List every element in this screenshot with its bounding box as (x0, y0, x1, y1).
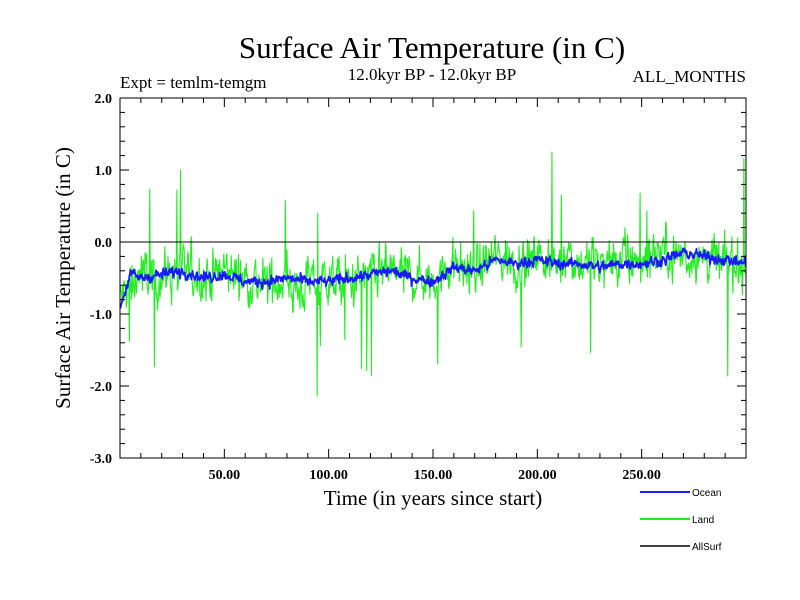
legend-land-label: Land (692, 515, 714, 526)
x-axis: 50.00 100.00 150.00 200.00 250.00 (119, 98, 747, 483)
legend-allsurf-label: AllSurf (692, 542, 722, 553)
chart-subtitle: 12.0kyr BP - 12.0kyr BP (348, 65, 516, 84)
x-tick-label: 50.00 (209, 468, 241, 483)
y-tick-label: -2.0 (90, 380, 112, 395)
plot-area (120, 151, 746, 397)
chart-title: Surface Air Temperature (in C) (239, 30, 625, 65)
legend: Ocean Land AllSurf (640, 488, 722, 553)
y-tick-label: -3.0 (90, 452, 112, 467)
y-tick-label: 2.0 (95, 92, 113, 107)
experiment-note: Expt = temlm-temgm (120, 73, 267, 92)
x-tick-label: 200.00 (518, 468, 557, 483)
x-tick-label: 250.00 (622, 468, 661, 483)
y-tick-label: 0.0 (95, 236, 113, 251)
y-tick-label: -1.0 (90, 308, 112, 323)
y-axis: 2.0 1.0 0.0 -1.0 -2.0 -3.0 (90, 92, 746, 467)
y-tick-label: 1.0 (95, 164, 113, 179)
legend-ocean-label: Ocean (692, 488, 721, 499)
x-tick-label: 100.00 (309, 468, 348, 483)
y-axis-label: Surface Air Temperature (in C) (51, 147, 75, 409)
series-line-ocean (120, 247, 746, 309)
x-axis-label: Time (in years since start) (324, 486, 543, 510)
months-note: ALL_MONTHS (633, 67, 746, 86)
x-tick-label: 150.00 (414, 468, 453, 483)
